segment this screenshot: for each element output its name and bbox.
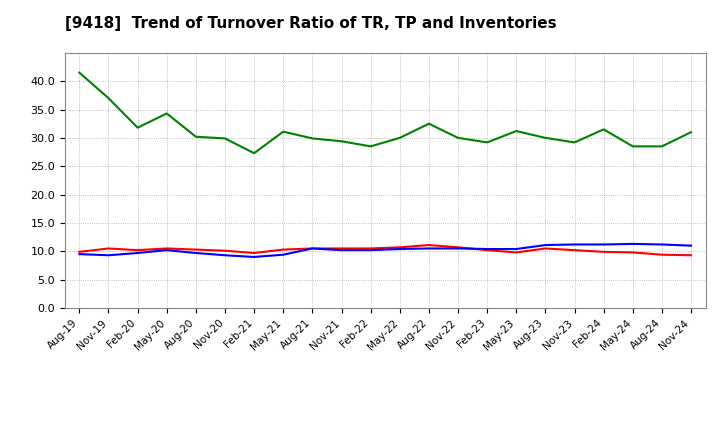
Trade Receivables: [308, 246, 317, 251]
Line: Trade Payables: Trade Payables: [79, 244, 691, 257]
Trade Payables: [220, 253, 229, 258]
Line: Trade Receivables: Trade Receivables: [79, 245, 691, 255]
Trade Receivables: [599, 249, 608, 254]
Line: Inventories: Inventories: [79, 73, 691, 153]
Trade Receivables: [512, 250, 521, 255]
Inventories: [395, 135, 404, 140]
Trade Payables: [366, 248, 375, 253]
Trade Receivables: [483, 248, 492, 253]
Trade Receivables: [279, 247, 287, 252]
Trade Receivables: [570, 248, 579, 253]
Trade Payables: [454, 246, 462, 251]
Trade Receivables: [75, 249, 84, 254]
Inventories: [337, 139, 346, 144]
Trade Payables: [395, 246, 404, 252]
Inventories: [541, 135, 550, 140]
Trade Receivables: [629, 250, 637, 255]
Inventories: [75, 70, 84, 75]
Trade Receivables: [133, 248, 142, 253]
Trade Payables: [75, 252, 84, 257]
Inventories: [220, 136, 229, 141]
Trade Receivables: [395, 245, 404, 250]
Trade Receivables: [337, 246, 346, 251]
Trade Payables: [279, 252, 287, 257]
Inventories: [599, 127, 608, 132]
Inventories: [133, 125, 142, 130]
Inventories: [483, 140, 492, 145]
Trade Payables: [629, 241, 637, 246]
Trade Payables: [599, 242, 608, 247]
Inventories: [687, 129, 696, 135]
Inventories: [192, 134, 200, 139]
Trade Payables: [133, 250, 142, 256]
Inventories: [104, 95, 113, 101]
Trade Payables: [250, 254, 258, 260]
Inventories: [454, 135, 462, 140]
Trade Receivables: [454, 245, 462, 250]
Trade Payables: [308, 246, 317, 251]
Inventories: [366, 144, 375, 149]
Trade Receivables: [104, 246, 113, 251]
Inventories: [250, 150, 258, 156]
Trade Receivables: [163, 246, 171, 251]
Trade Payables: [337, 248, 346, 253]
Trade Receivables: [687, 253, 696, 258]
Trade Payables: [570, 242, 579, 247]
Trade Receivables: [366, 246, 375, 251]
Inventories: [308, 136, 317, 141]
Trade Receivables: [192, 247, 200, 252]
Inventories: [512, 128, 521, 134]
Text: [9418]  Trend of Turnover Ratio of TR, TP and Inventories: [9418] Trend of Turnover Ratio of TR, TP…: [65, 16, 557, 31]
Trade Payables: [512, 246, 521, 252]
Trade Payables: [104, 253, 113, 258]
Trade Receivables: [250, 250, 258, 256]
Trade Payables: [541, 242, 550, 248]
Trade Receivables: [425, 242, 433, 248]
Inventories: [163, 111, 171, 116]
Trade Payables: [192, 250, 200, 256]
Trade Receivables: [541, 246, 550, 251]
Inventories: [279, 129, 287, 134]
Trade Receivables: [657, 252, 666, 257]
Trade Payables: [657, 242, 666, 247]
Trade Payables: [425, 246, 433, 251]
Inventories: [570, 140, 579, 145]
Inventories: [629, 144, 637, 149]
Trade Payables: [483, 246, 492, 252]
Inventories: [425, 121, 433, 126]
Trade Payables: [163, 248, 171, 253]
Trade Payables: [687, 243, 696, 248]
Inventories: [657, 144, 666, 149]
Trade Receivables: [220, 248, 229, 253]
